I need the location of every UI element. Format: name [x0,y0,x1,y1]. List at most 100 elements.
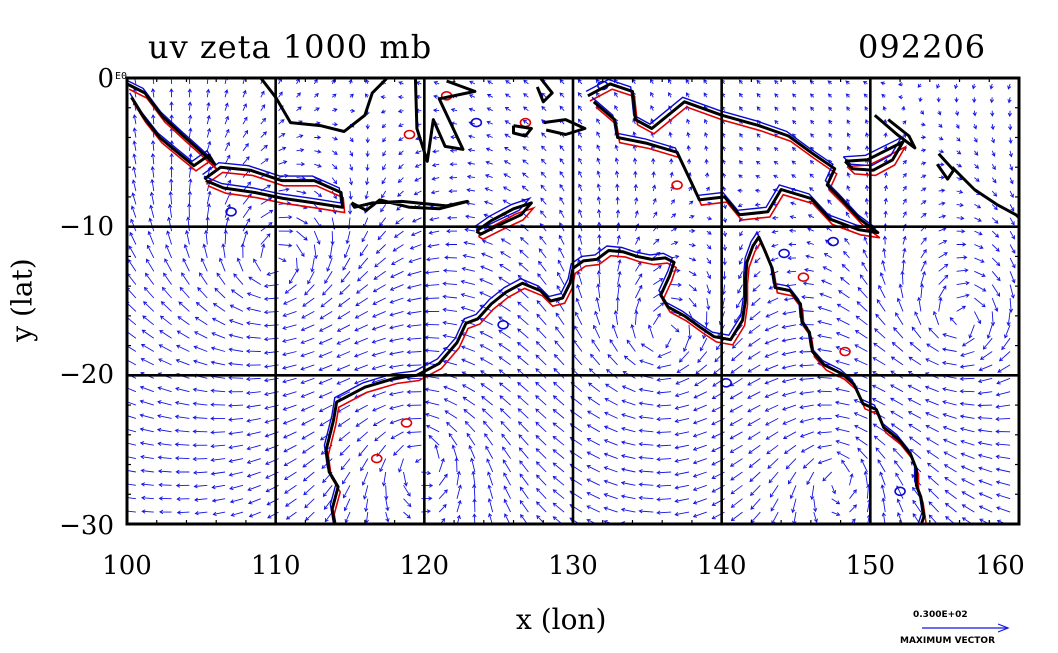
wind-vector [961,337,975,347]
wind-vector [472,498,477,513]
wind-vector [149,191,155,205]
wind-vector [827,80,832,85]
negative-vorticity-blob [470,117,483,128]
wind-vector [536,313,547,326]
wind-vector [738,271,743,280]
wind-vector [343,244,351,259]
wind-vector [855,315,868,326]
wind-vector [535,395,547,406]
wind-vector [961,504,975,513]
wind-vector [349,108,356,114]
wind-vector [389,297,404,304]
wind-vector [997,364,1011,373]
wind-vector [522,106,529,112]
wind-vector [159,330,172,339]
wind-vector [331,93,337,98]
wind-vector [674,471,690,477]
wind-vector [131,192,137,205]
wind-vector [559,144,565,152]
wind-vector [246,417,261,423]
wind-vector [559,209,565,218]
wind-vector [817,306,832,312]
wind-vector [802,281,814,286]
wind-vector [260,90,265,98]
wind-vector [146,244,155,259]
wind-vector [485,147,493,152]
wind-vector [989,97,995,104]
wind-vector [603,425,618,433]
wind-vector [192,387,208,393]
wind-vector [535,354,547,366]
wind-vector [722,204,728,210]
wind-vector [1009,164,1014,171]
wind-vector [586,491,600,500]
wind-vector [938,201,946,206]
wind-vector [819,292,832,299]
wind-vector [245,376,261,382]
wind-vector [446,215,458,220]
wind-vector [938,296,943,312]
wind-vector [301,444,315,454]
wind-vector [503,160,511,165]
coastline-segment [475,201,533,236]
wind-vector [424,335,440,340]
wind-vector [688,186,692,192]
x-tick-label: 160 [975,551,1025,581]
wind-vector [206,114,211,125]
positive-vorticity-contour [205,171,346,214]
wind-vector [296,217,309,225]
wind-vector [686,131,691,138]
wind-vector [764,391,779,399]
y-tick-label: −10 [59,212,114,242]
wind-vector [961,478,975,486]
wind-vector [517,395,529,406]
wind-vector [523,79,529,85]
wind-vector [914,311,922,325]
wind-vector [670,241,679,246]
wind-vector [463,240,475,246]
wind-vector [860,458,868,473]
wind-vector [393,444,404,456]
wind-vector [748,324,761,334]
wind-vector [353,351,368,358]
wind-vector [379,217,387,227]
wind-vector [372,404,386,412]
wind-vector [974,244,984,250]
wind-vector [336,324,351,332]
x-tick-label: 120 [399,551,450,581]
wind-vector [846,145,851,151]
wind-vector [879,471,886,486]
wind-vector [127,387,137,393]
wind-vector [791,80,797,85]
wind-vector [995,416,1011,422]
wind-vector [433,81,440,86]
wind-vector [902,211,907,218]
wind-vector [694,377,708,387]
wind-vector [651,170,656,178]
positive-vorticity-blob [519,117,532,128]
wind-vector [991,177,997,184]
wind-vector [296,134,304,139]
wind-vector [675,377,690,385]
wind-vector [167,203,173,218]
wind-vector [686,158,692,165]
wind-vector [535,381,547,393]
wind-vector [781,391,797,397]
wind-vector [204,229,209,245]
wind-vector [518,447,529,459]
wind-vector [193,345,208,352]
wind-vector [260,233,271,245]
wind-vector [487,471,494,486]
wind-vector [158,358,172,366]
wind-vector [303,484,315,496]
wind-vector [438,457,445,473]
wind-vector [432,135,440,140]
wind-vector [771,511,779,524]
wind-vector-field [127,78,1016,524]
wind-vector [442,294,458,299]
wind-vector [595,296,601,312]
wind-vector [398,150,404,156]
wind-vector [449,148,458,153]
wind-vector [995,480,1011,486]
wind-vector [944,477,957,486]
